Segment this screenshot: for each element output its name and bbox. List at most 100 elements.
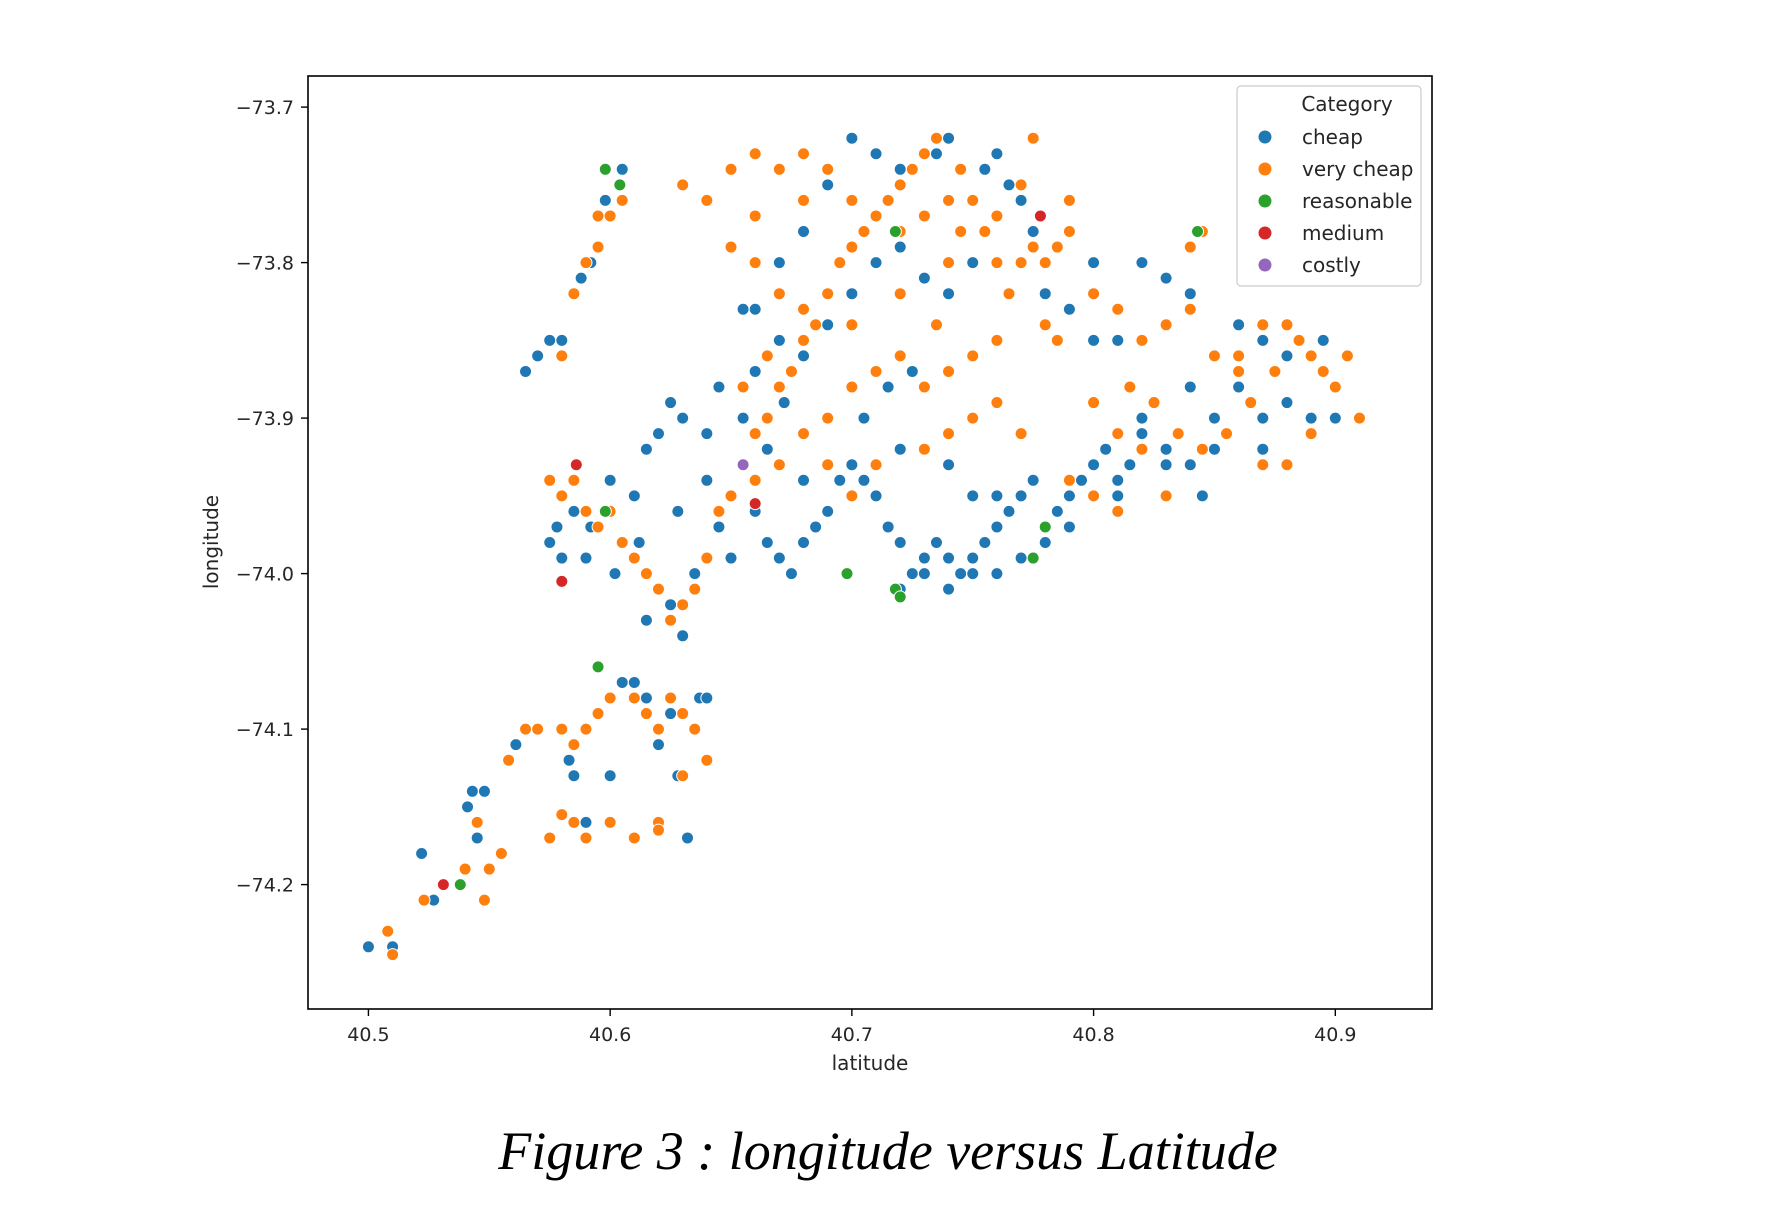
point-very-cheap [1304,427,1318,441]
point-very-cheap [567,815,581,829]
point-very-cheap [676,769,690,783]
point-very-cheap [1038,318,1052,332]
point-cheap [664,396,678,410]
point-cheap [845,458,859,472]
point-cheap [1256,411,1270,425]
point-very-cheap [1062,225,1076,238]
point-cheap [1135,427,1149,441]
point-cheap [700,427,714,441]
point-very-cheap [700,193,714,207]
point-very-cheap [893,287,907,301]
point-very-cheap [386,948,400,962]
point-cheap [1111,473,1125,487]
point-cheap [942,131,956,145]
point-cheap [562,753,576,767]
point-reasonable [598,504,612,518]
point-cheap [676,411,690,425]
point-reasonable [591,660,605,674]
point-medium [1033,209,1047,223]
point-cheap [942,287,956,301]
point-very-cheap [651,582,665,596]
point-very-cheap [905,162,919,176]
legend-label: cheap [1302,125,1363,149]
point-cheap [777,396,791,410]
point-very-cheap [615,536,629,549]
point-very-cheap [809,318,823,332]
point-very-cheap [736,380,750,394]
point-very-cheap [591,707,605,721]
point-very-cheap [519,722,533,736]
point-very-cheap [688,582,702,596]
point-cheap [1232,380,1246,394]
point-very-cheap [1038,256,1052,270]
point-very-cheap [929,131,943,145]
point-very-cheap [760,411,774,425]
point-cheap [555,333,569,347]
point-cheap [1038,536,1052,549]
point-very-cheap [543,473,557,487]
plot-frame [307,75,1433,1010]
point-cheap [1183,458,1197,472]
point-cheap [632,536,646,549]
x-tick-label: 40.5 [347,1024,389,1046]
point-cheap [1183,287,1197,301]
point-very-cheap [893,349,907,363]
point-cheap [1099,442,1113,456]
point-cheap [1050,504,1064,518]
point-very-cheap [603,209,617,223]
point-very-cheap [676,707,690,721]
point-cheap [821,504,835,518]
point-cheap [676,629,690,643]
point-cheap [1256,442,1270,456]
point-cheap [1002,178,1016,192]
point-very-cheap [1087,489,1101,503]
point-very-cheap [494,847,508,860]
point-cheap [845,131,859,145]
point-cheap [966,256,980,270]
point-cheap [942,582,956,596]
point-very-cheap [555,722,569,736]
point-cheap [470,831,484,845]
point-cheap [869,489,883,503]
point-very-cheap [651,722,665,736]
point-cheap [1111,489,1125,503]
point-very-cheap [1232,364,1246,378]
point-cheap [555,551,569,565]
point-cheap [639,691,653,705]
point-cheap [519,364,533,378]
point-cheap [929,536,943,549]
x-tick-label: 40.8 [1072,1024,1114,1046]
point-cheap [966,551,980,565]
point-cheap [477,784,491,798]
point-very-cheap [724,489,738,503]
point-very-cheap [1014,427,1028,441]
point-cheap [954,567,968,581]
legend-marker [1257,225,1273,241]
point-very-cheap [990,333,1004,347]
point-cheap [543,536,557,549]
point-cheap [1014,193,1028,207]
point-very-cheap [1159,318,1173,332]
point-reasonable [840,567,854,581]
point-cheap [639,442,653,456]
legend-marker [1257,161,1273,177]
point-cheap [1123,458,1137,472]
point-very-cheap [627,551,641,565]
point-reasonable [1191,225,1205,238]
point-medium [436,878,450,892]
point-very-cheap [869,209,883,223]
point-very-cheap [1050,333,1064,347]
point-very-cheap [579,504,593,518]
point-very-cheap [579,831,593,845]
y-tick-label: −73.8 [236,253,294,275]
point-cheap [1207,442,1221,456]
point-very-cheap [555,489,569,503]
point-cheap [1135,256,1149,270]
point-cheap [1087,333,1101,347]
point-very-cheap [942,256,956,270]
point-cheap [574,271,588,285]
legend-marker [1257,193,1273,209]
point-cheap [917,551,931,565]
point-very-cheap [797,333,811,347]
point-cheap [1075,473,1089,487]
